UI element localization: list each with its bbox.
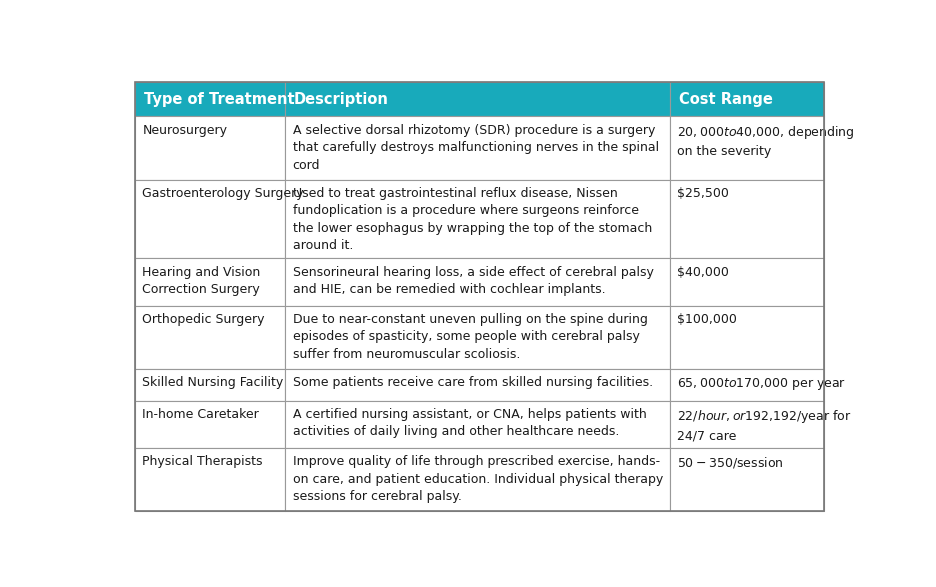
Text: Gastroenterology Surgery: Gastroenterology Surgery <box>142 187 304 200</box>
Text: Sensorineural hearing loss, a side effect of cerebral palsy
and HIE, can be reme: Sensorineural hearing loss, a side effec… <box>293 265 653 296</box>
Text: $25,500: $25,500 <box>677 187 729 200</box>
Bar <box>285 400 670 448</box>
Bar <box>285 82 670 116</box>
Bar <box>670 82 825 116</box>
Bar <box>135 82 285 116</box>
Bar <box>285 258 670 306</box>
Text: Hearing and Vision
Correction Surgery: Hearing and Vision Correction Surgery <box>142 265 260 296</box>
Bar <box>285 306 670 369</box>
Text: $22/hour, or $192,192/year for
24/7 care: $22/hour, or $192,192/year for 24/7 care <box>677 408 852 443</box>
Text: Description: Description <box>294 92 389 107</box>
Text: Some patients receive care from skilled nursing facilities.: Some patients receive care from skilled … <box>293 376 652 389</box>
Bar <box>135 180 285 258</box>
Bar <box>135 116 285 180</box>
Text: A selective dorsal rhizotomy (SDR) procedure is a surgery
that carefully destroy: A selective dorsal rhizotomy (SDR) proce… <box>293 124 659 172</box>
Bar <box>135 306 285 369</box>
Text: In-home Caretaker: In-home Caretaker <box>142 408 259 421</box>
Text: A certified nursing assistant, or CNA, helps patients with
activities of daily l: A certified nursing assistant, or CNA, h… <box>293 408 647 438</box>
Text: Skilled Nursing Facility: Skilled Nursing Facility <box>142 376 284 389</box>
Text: Cost Range: Cost Range <box>679 92 772 107</box>
Bar <box>670 400 825 448</box>
Bar <box>285 448 670 511</box>
Text: Improve quality of life through prescribed exercise, hands-
on care, and patient: Improve quality of life through prescrib… <box>293 456 663 503</box>
Text: Due to near-constant uneven pulling on the spine during
episodes of spasticity, : Due to near-constant uneven pulling on t… <box>293 313 648 361</box>
Bar <box>670 369 825 400</box>
Bar <box>285 369 670 400</box>
Bar <box>670 306 825 369</box>
Bar <box>670 116 825 180</box>
Bar <box>670 258 825 306</box>
Bar <box>135 448 285 511</box>
Text: Type of Treatment: Type of Treatment <box>144 92 295 107</box>
Text: $50-$350/session: $50-$350/session <box>677 456 783 470</box>
Text: $65,000 to $170,000 per year: $65,000 to $170,000 per year <box>677 376 846 392</box>
Bar <box>670 448 825 511</box>
Bar <box>670 180 825 258</box>
Text: Physical Therapists: Physical Therapists <box>142 456 263 468</box>
Bar <box>135 369 285 400</box>
Text: $40,000: $40,000 <box>677 265 729 279</box>
Text: Used to treat gastrointestinal reflux disease, Nissen
fundoplication is a proced: Used to treat gastrointestinal reflux di… <box>293 187 651 252</box>
Bar <box>285 180 670 258</box>
Text: $20,000 to $40,000, depending
on the severity: $20,000 to $40,000, depending on the sev… <box>677 124 855 158</box>
Bar <box>285 116 670 180</box>
Bar <box>135 400 285 448</box>
Text: $100,000: $100,000 <box>677 313 737 326</box>
Bar <box>135 258 285 306</box>
Text: Orthopedic Surgery: Orthopedic Surgery <box>142 313 265 326</box>
Text: Neurosurgery: Neurosurgery <box>142 124 227 137</box>
